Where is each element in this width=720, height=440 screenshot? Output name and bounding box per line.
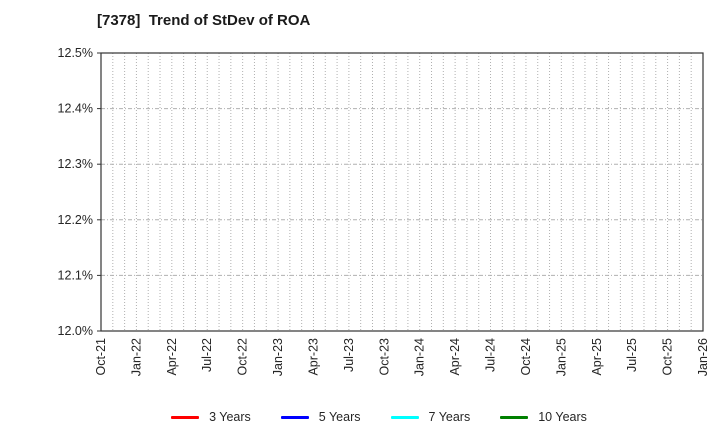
x-tick-label: Jul-25: [625, 338, 639, 372]
legend-line-swatch-3-years: [171, 415, 200, 419]
chart-title: [7378] Trend of StDev of ROA: [97, 12, 311, 29]
x-tick-label: Oct-24: [519, 338, 533, 376]
y-tick-label: 12.2%: [58, 213, 93, 227]
y-tick-label: 12.4%: [58, 102, 93, 116]
legend: 3 Years 5 Years 7 Years 10 Years: [19, 404, 720, 430]
x-tick-label: Oct-22: [236, 338, 250, 376]
y-tick-label: 12.3%: [58, 157, 93, 171]
x-tick-label: Oct-21: [94, 338, 108, 376]
legend-item-5-years: 5 Years: [280, 410, 361, 424]
plot-area: 12.0% 12.1% 12.2% 12.3% 12.4% 12.5% Oct-21 Jan-…: [58, 46, 710, 376]
legend-label-5-years: 5 Years: [318, 410, 361, 424]
x-tick-label: Jan-23: [271, 338, 285, 376]
legend-line-swatch-10-years: [500, 415, 529, 419]
plot-border: [100, 52, 704, 332]
x-tick-label: Jan-25: [554, 338, 568, 376]
y-tick-label: 12.5%: [58, 46, 93, 60]
legend-label-10-years: 10 Years: [538, 410, 587, 424]
legend-label-7-years: 7 Years: [428, 410, 471, 424]
x-tick-label: Apr-25: [590, 338, 604, 376]
x-tick-label: Apr-22: [165, 338, 179, 376]
x-tick-label: Jul-22: [200, 338, 214, 372]
legend-item-7-years: 7 Years: [390, 410, 471, 424]
x-tick-label: Oct-23: [377, 338, 391, 376]
legend-line-swatch-5-years: [280, 415, 309, 419]
y-tick-label: 12.1%: [58, 268, 93, 282]
legend-item-10-years: 10 Years: [500, 410, 587, 424]
x-tick-label: Jan-26: [696, 338, 710, 376]
x-tick-label: Apr-23: [306, 338, 320, 376]
x-tick-label: Apr-24: [448, 338, 462, 376]
legend-item-3-years: 3 Years: [171, 410, 251, 424]
x-tick-label: Jul-23: [342, 338, 356, 372]
x-tick-label: Jul-24: [484, 338, 498, 372]
legend-line-swatch-7-years: [390, 415, 419, 419]
x-tick-label: Jan-24: [413, 338, 427, 376]
x-tick-label: Oct-25: [661, 338, 675, 376]
x-tick-label: Jan-22: [129, 338, 143, 376]
y-tick-label: 12.0%: [58, 324, 93, 338]
legend-label-3-years: 3 Years: [209, 410, 251, 424]
